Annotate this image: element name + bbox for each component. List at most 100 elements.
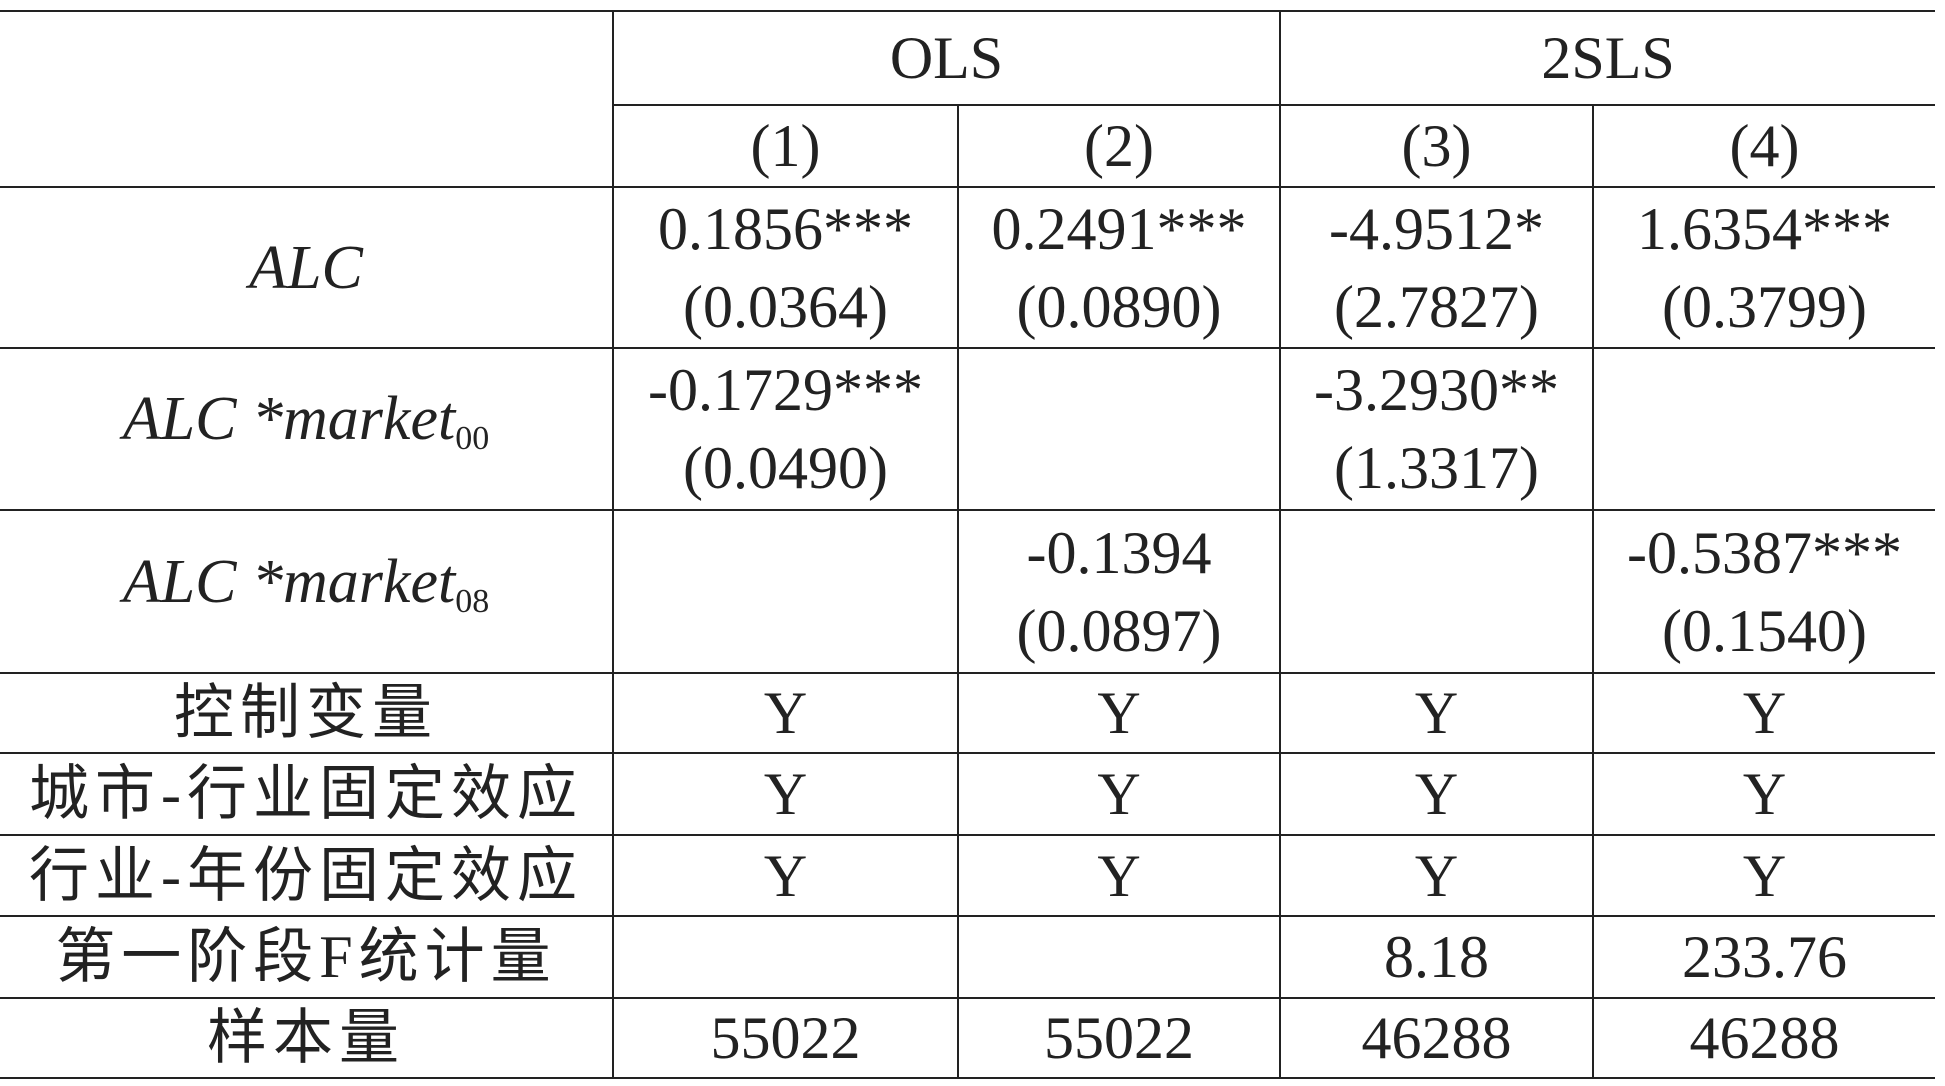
label-subscript: 08: [455, 582, 490, 620]
value-cell: -0.1394 (0.0897): [956, 509, 1282, 674]
label-text: ALC *market08: [122, 547, 490, 620]
cell-value: 1.6354***: [1637, 195, 1893, 262]
value-cell: Y: [1592, 672, 1936, 754]
row-label: ALC *market00: [0, 347, 614, 511]
cell-value: Y: [1414, 761, 1459, 827]
data-row: 控制变量 Y Y Y Y: [0, 672, 1936, 754]
cell-value: 55022: [1044, 1005, 1194, 1071]
row-label: 城市-行业固定效应: [0, 752, 614, 836]
value-cell: 8.18: [1279, 915, 1595, 999]
label-text: ALC *market00: [122, 385, 490, 457]
row-label: 行业-年份固定效应: [0, 834, 614, 917]
value-cell: Y: [956, 752, 1282, 836]
cell-value: 0.1856***: [658, 195, 913, 262]
data-row: ALC 0.1856*** (0.0364) 0.2491*** (0.0890) -4.…: [0, 186, 1936, 349]
standard-error: (0.0890): [1016, 273, 1222, 340]
label-text: ALC: [249, 233, 363, 302]
label-text: 控制变量: [174, 680, 438, 746]
value-cell: 0.2491*** (0.0890): [956, 186, 1282, 349]
row-label: 第一阶段F统计量: [0, 915, 614, 999]
value-cell: 55022: [612, 997, 959, 1079]
value-cell: 46288: [1592, 997, 1936, 1079]
value-cell: -0.5387*** (0.1540): [1592, 509, 1936, 674]
value-cell: Y: [612, 752, 959, 836]
cell-value: Y: [763, 761, 808, 827]
data-row: 城市-行业固定效应 Y Y Y Y: [0, 752, 1936, 836]
value-cell: 46288: [1279, 997, 1595, 1079]
cell-value: Y: [1097, 842, 1141, 909]
row-label: ALC: [0, 186, 614, 349]
value-cell: Y: [1592, 834, 1936, 917]
cell-value: 46288: [1689, 1005, 1840, 1071]
header-row: (1) (2) (3) (4): [0, 104, 1936, 188]
value-cell: Y: [612, 834, 959, 917]
cell-value: -0.1729***: [648, 357, 923, 423]
standard-error: (1.3317): [1334, 435, 1539, 501]
cell-value: Y: [1097, 680, 1141, 746]
column-header: (4): [1592, 104, 1936, 188]
label-text: 行业-年份固定效应: [29, 842, 583, 909]
cell-value: -3.2930**: [1314, 357, 1559, 423]
cell-value: Y: [1742, 842, 1787, 909]
standard-error: (2.7827): [1334, 273, 1539, 340]
cell-value: 55022: [710, 1005, 861, 1071]
standard-error: (0.0897): [1016, 597, 1222, 664]
standard-error: (0.1540): [1662, 597, 1867, 664]
column-header: (1): [613, 104, 959, 188]
value-cell: Y: [956, 672, 1282, 754]
cell-value: 46288: [1361, 1005, 1512, 1071]
column-header: (3): [1279, 104, 1595, 188]
standard-error: (0.0364): [683, 273, 888, 340]
standard-error: (0.0490): [683, 435, 888, 501]
cell-value: Y: [763, 842, 808, 909]
row-label: 样本量: [0, 997, 614, 1079]
value-cell: 233.76: [1592, 915, 1936, 999]
label-text: 样本量: [207, 1005, 405, 1071]
header-row: OLS 2SLS: [0, 10, 1936, 188]
label-text: 第一阶段F统计量: [55, 924, 557, 990]
value-cell: Y: [1279, 672, 1595, 754]
regression-table: OLS 2SLS (1) (2) (3) (4) ALC 0.1856*** (0.0364) 0…: [0, 10, 1936, 1079]
value-cell: -0.1729*** (0.0490): [612, 347, 959, 511]
value-cell: Y: [612, 672, 959, 754]
cell-value: Y: [1742, 680, 1787, 746]
value-cell: 1.6354*** (0.3799): [1592, 186, 1936, 349]
cell-value: Y: [1097, 761, 1141, 827]
value-cell: Y: [1279, 834, 1595, 917]
value-cell: [1592, 347, 1936, 511]
cell-value: 233.76: [1682, 924, 1848, 990]
data-row: 样本量 55022 55022 46288 46288: [0, 997, 1936, 1079]
cell-value: Y: [1742, 761, 1787, 827]
value-cell: 55022: [956, 997, 1282, 1079]
data-row: 第一阶段F统计量 8.18 233.76: [0, 915, 1936, 999]
value-cell: [612, 915, 959, 999]
data-row: ALC *market00 -0.1729*** (0.0490) -3.2930**…: [0, 347, 1936, 511]
value-cell: [1279, 509, 1595, 674]
data-row: ALC *market08 -0.1394 (0.0897) -0.5387*** (0…: [0, 509, 1936, 674]
standard-error: (0.3799): [1662, 273, 1867, 340]
data-row: 行业-年份固定效应 Y Y Y Y: [0, 834, 1936, 917]
cell-value: 0.2491***: [991, 195, 1247, 262]
value-cell: [612, 509, 959, 674]
column-header: (2): [956, 104, 1282, 188]
cell-value: -4.9512*: [1329, 195, 1544, 262]
value-cell: 0.1856*** (0.0364): [612, 186, 959, 349]
cell-value: -0.1394: [1026, 519, 1212, 586]
row-label: ALC *market08: [0, 509, 614, 674]
value-cell: Y: [1592, 752, 1936, 836]
value-cell: -4.9512* (2.7827): [1279, 186, 1595, 349]
label-subscript: 00: [455, 420, 490, 457]
cell-value: Y: [763, 680, 808, 746]
value-cell: [956, 915, 1282, 999]
row-label: 控制变量: [0, 672, 614, 754]
cell-value: Y: [1414, 842, 1459, 909]
corner-cell: [0, 10, 614, 188]
group-header: OLS: [611, 10, 1282, 106]
cell-value: -0.5387***: [1627, 519, 1903, 586]
value-cell: Y: [956, 834, 1282, 917]
cell-value: 8.18: [1384, 924, 1490, 990]
cell-value: Y: [1414, 680, 1459, 746]
label-text: 城市-行业固定效应: [29, 761, 583, 827]
group-header: 2SLS: [1279, 10, 1936, 106]
